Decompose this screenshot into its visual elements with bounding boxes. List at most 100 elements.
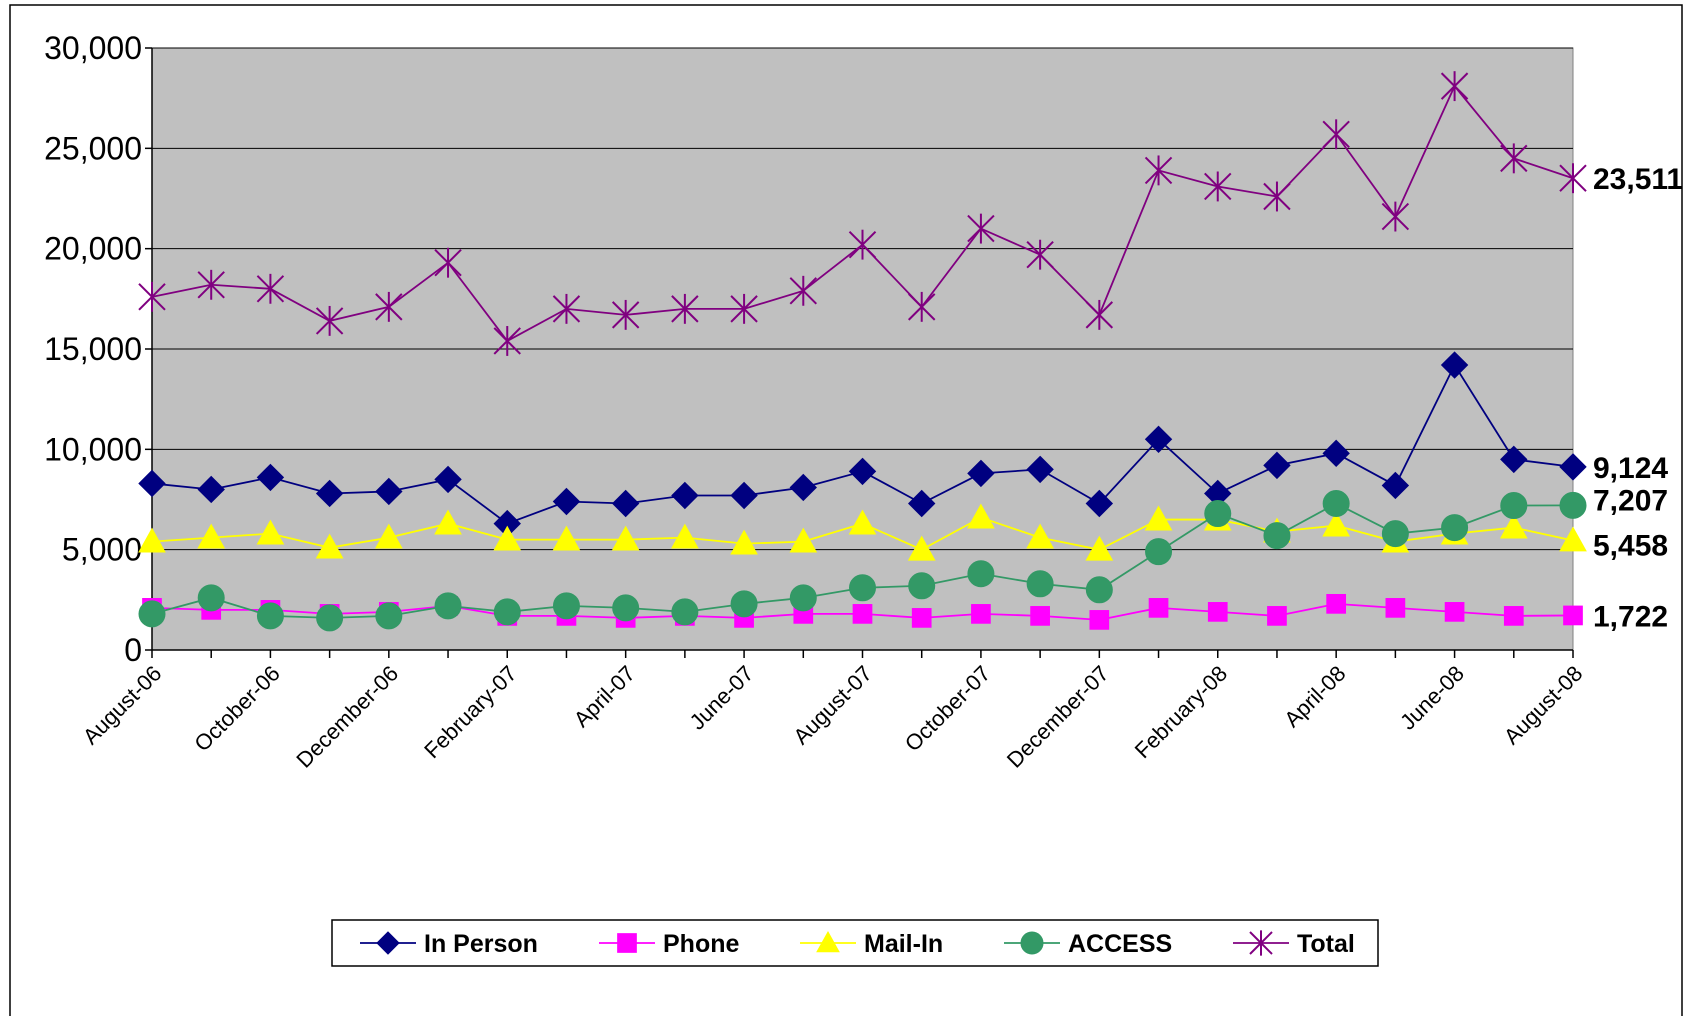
data-point (1030, 606, 1050, 626)
data-point (1026, 570, 1054, 598)
data-point (1500, 492, 1528, 520)
legend-label: In Person (424, 930, 538, 958)
data-point (852, 604, 873, 624)
data-point (1263, 181, 1291, 212)
data-point (1326, 593, 1347, 614)
data-point (256, 273, 285, 304)
legend-label: Total (1297, 930, 1355, 958)
data-point (434, 247, 462, 278)
y-tick-label: 15,000 (44, 331, 142, 367)
end-value-label: 1,722 (1593, 600, 1668, 633)
data-point (1085, 299, 1114, 330)
data-point (434, 465, 462, 494)
data-point (1440, 71, 1469, 102)
data-point (908, 572, 936, 600)
data-point (1563, 605, 1583, 626)
data-point (375, 602, 403, 630)
legend-item: ACCESS (1004, 930, 1172, 958)
legend-item: In Person (360, 930, 538, 958)
data-point (493, 598, 521, 626)
data-point (908, 489, 936, 518)
data-point (971, 604, 991, 624)
data-point (1026, 523, 1054, 549)
legend-box (331, 919, 1379, 967)
data-point (1089, 610, 1110, 630)
data-point (617, 933, 637, 953)
data-point (1322, 119, 1350, 150)
data-point (1441, 514, 1469, 542)
data-point (789, 584, 817, 612)
data-point (967, 213, 995, 244)
data-point (1026, 455, 1054, 484)
data-point (1444, 602, 1465, 622)
series-access (138, 490, 1587, 632)
data-point (1263, 451, 1291, 480)
data-point (1500, 445, 1528, 474)
data-point (552, 592, 580, 620)
data-point (552, 487, 581, 516)
legend: In Person Phone Mail-In ACCESS Total (331, 919, 1379, 967)
end-value-label: 7,207 (1593, 484, 1668, 517)
data-point (1559, 526, 1587, 552)
data-point (1267, 606, 1287, 626)
data-point (197, 475, 225, 504)
data-point (848, 229, 877, 260)
data-point (1559, 163, 1587, 194)
data-point (789, 473, 817, 502)
data-point (1322, 490, 1350, 518)
data-point (730, 590, 758, 618)
data-point (1322, 439, 1350, 468)
data-point (1499, 513, 1528, 539)
data-point (552, 293, 581, 324)
data-point (907, 535, 936, 561)
data-point (493, 525, 522, 551)
data-point (434, 509, 462, 535)
data-point (315, 479, 344, 508)
data-point (967, 560, 995, 588)
legend-label: Phone (663, 930, 739, 958)
end-value-label: 9,124 (1593, 452, 1668, 485)
data-point (1145, 538, 1173, 566)
data-point (848, 509, 877, 535)
data-point (138, 527, 166, 553)
data-point (434, 592, 462, 620)
data-point (671, 598, 699, 626)
data-point (967, 459, 995, 488)
data-point (908, 291, 936, 322)
data-point (1381, 471, 1410, 500)
y-tick-label: 5,000 (62, 532, 142, 568)
data-point (374, 523, 403, 549)
data-point (1385, 598, 1406, 618)
data-point (1144, 425, 1173, 454)
data-point (138, 281, 166, 312)
legend-label: ACCESS (1068, 930, 1172, 958)
data-point (816, 930, 840, 953)
data-point (1500, 143, 1528, 174)
data-point (315, 533, 344, 559)
data-point (1204, 500, 1232, 528)
end-value-label: 23,511 (1593, 163, 1683, 196)
data-point (611, 299, 640, 330)
data-point (1144, 155, 1173, 186)
data-point (375, 291, 403, 322)
data-point (1559, 453, 1587, 481)
data-point (1440, 351, 1469, 379)
data-point (1263, 522, 1291, 550)
data-point (256, 463, 285, 492)
data-point (197, 269, 225, 300)
data-point (730, 293, 758, 324)
data-point (1503, 606, 1524, 626)
y-tick-label: 0 (124, 632, 142, 668)
data-point (1020, 931, 1044, 955)
plot-area (151, 47, 1574, 651)
data-point (1207, 602, 1228, 622)
data-point (1322, 511, 1351, 537)
data-point (197, 584, 225, 612)
data-point (256, 519, 285, 545)
data-point (315, 305, 344, 336)
data-point (671, 523, 699, 549)
data-point (789, 275, 817, 306)
y-tick-label: 10,000 (44, 431, 142, 467)
legend-item: Total (1233, 930, 1355, 958)
